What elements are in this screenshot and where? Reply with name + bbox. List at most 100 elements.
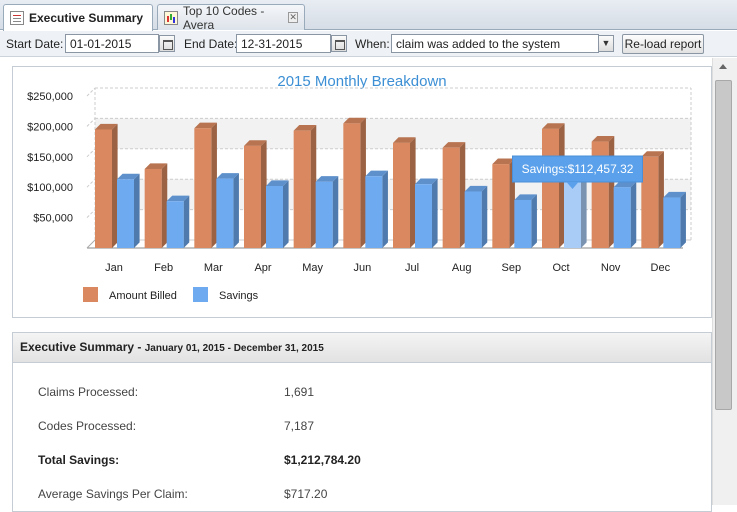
amount-billed-bar-apr (244, 145, 261, 248)
average-savings-label: Average Savings Per Claim: (38, 487, 188, 501)
tooltip-box (512, 155, 643, 183)
savings-bar-sep (514, 199, 532, 248)
savings-bar-jun-side (382, 170, 388, 248)
savings-bar-apr (266, 185, 283, 248)
x-tick-label-apr: Apr (254, 262, 271, 274)
summary-header: Executive Summary - January 01, 2015 - D… (13, 333, 711, 363)
tab-bar: Executive Summary Top 10 Codes - Avera ✕ (0, 0, 737, 32)
x-tick-label-jan: Jan (105, 262, 123, 274)
end-date-input[interactable]: 12-31-2015 (236, 34, 331, 53)
savings-bar-feb-top (166, 195, 190, 202)
savings-bar-dec (663, 197, 681, 248)
y-tick-label: $150,000 (27, 152, 73, 164)
claims-processed-value: 1,691 (284, 385, 315, 399)
savings-bar-sep-side (531, 194, 537, 248)
tab-executive-summary[interactable]: Executive Summary (3, 4, 153, 31)
amount-billed-bar-dec-side (658, 151, 664, 248)
vertical-scrollbar[interactable] (712, 58, 737, 505)
savings-bar-jan-side (134, 173, 140, 248)
scroll-thumb[interactable] (715, 80, 732, 410)
amount-billed-bar-mar-side (211, 122, 217, 248)
amount-billed-bar-jun-top (343, 117, 366, 124)
grid-diagonal (86, 118, 96, 127)
amount-billed-bar-jul (393, 142, 410, 248)
monthly-breakdown-chart: 2015 Monthly Breakdown $50,000 $100,000 $15… (27, 73, 692, 302)
claims-processed-label: Claims Processed: (38, 385, 139, 399)
savings-bar-jul-top (415, 178, 438, 185)
amount-billed-bar-jan (95, 129, 112, 248)
start-date-label: Start Date: (6, 37, 64, 51)
savings-bar-may (315, 181, 333, 248)
codes-processed-value: 7,187 (284, 419, 315, 433)
savings-bar-apr-top (266, 180, 289, 186)
amount-billed-bar-apr-side (261, 140, 267, 248)
amount-billed-bar-jul-top (393, 137, 416, 143)
savings-bar-jul-side (432, 178, 438, 248)
x-tick-label-feb: Feb (154, 262, 173, 274)
x-tick-label-aug: Aug (452, 262, 472, 274)
amount-billed-bar-sep-top (492, 158, 515, 165)
grid-diagonal (86, 148, 96, 158)
when-select[interactable]: claim was added to the system (391, 34, 599, 53)
amount-billed-bar-jan-side (112, 123, 118, 248)
savings-bar-nov-top (613, 181, 637, 188)
savings-bar-may-side (332, 176, 339, 248)
scroll-up-icon[interactable] (719, 64, 727, 69)
x-tick-label-nov: Nov (601, 262, 621, 274)
end-calendar-icon[interactable] (331, 35, 347, 52)
amount-billed-bar-jan-top (95, 123, 118, 130)
average-savings-value: $717.20 (284, 487, 328, 501)
amount-billed-bar-aug (442, 147, 460, 248)
total-savings-label: Total Savings: (38, 453, 120, 467)
savings-bar-oct-side (581, 174, 587, 248)
amount-billed-bar-oct (542, 128, 559, 248)
savings-bar-nov-side (630, 181, 637, 248)
amount-billed-bar-oct-top (542, 123, 565, 129)
chevron-down-icon[interactable]: ▼ (598, 35, 614, 52)
legend-label-amount-billed: Amount Billed (109, 290, 177, 302)
report-toolbar: Start Date: 01-01-2015 End Date: 12-31-2… (0, 31, 737, 57)
x-tick-label-mar: Mar (204, 262, 223, 274)
y-tick-label: $250,000 (27, 91, 73, 103)
tab-label: Executive Summary (29, 11, 144, 25)
amount-billed-bar-nov-side (608, 136, 615, 248)
start-calendar-icon[interactable] (159, 35, 175, 52)
y-tick-label: $50,000 (33, 213, 73, 225)
x-tick-label-oct: Oct (552, 262, 569, 274)
grid-diagonal (86, 87, 96, 97)
amount-billed-bar-mar-top (194, 122, 217, 129)
savings-bar-feb (166, 201, 184, 248)
close-icon[interactable]: ✕ (288, 12, 298, 23)
reload-report-button[interactable]: Re-load report (622, 34, 704, 54)
amount-billed-bar-jun (343, 123, 361, 248)
savings-bar-may-top (315, 176, 339, 182)
chart-icon (164, 10, 178, 25)
savings-bar-dec-side (680, 191, 686, 248)
tab-top-10-codes[interactable]: Top 10 Codes - Avera ✕ (157, 4, 305, 32)
savings-bar-mar (216, 178, 234, 248)
amount-billed-bar-dec (641, 156, 659, 248)
legend-swatch-amount-billed (83, 287, 98, 302)
start-date-input[interactable]: 01-01-2015 (65, 34, 159, 53)
amount-billed-bar-dec-top (641, 151, 664, 157)
amount-billed-bar-apr-top (244, 140, 267, 146)
y-tick-label: $100,000 (27, 182, 73, 194)
grid-diagonal (86, 178, 96, 188)
when-label: When: (355, 37, 390, 51)
savings-bar-dec-top (663, 191, 686, 198)
x-tick-label-may: May (302, 262, 323, 274)
savings-bar-mar-top (216, 173, 239, 179)
chart-title: 2015 Monthly Breakdown (277, 73, 446, 90)
y-tick-label: $200,000 (27, 121, 73, 133)
legend-swatch-savings (193, 287, 208, 302)
chart-panel: 2015 Monthly Breakdown $50,000 $100,000 $15… (12, 66, 712, 318)
savings-bar-sep-top (514, 194, 537, 200)
x-tick-label-jul: Jul (405, 262, 419, 274)
summary-panel: Executive Summary - January 01, 2015 - D… (12, 332, 712, 512)
savings-bar-apr-side (283, 180, 289, 248)
amount-billed-bar-feb-side (161, 163, 168, 248)
amount-billed-bar-feb-top (144, 163, 168, 169)
savings-bar-jan (117, 179, 134, 248)
total-savings-value: $1,212,784.20 (284, 453, 361, 467)
savings-bar-jun (365, 176, 383, 248)
